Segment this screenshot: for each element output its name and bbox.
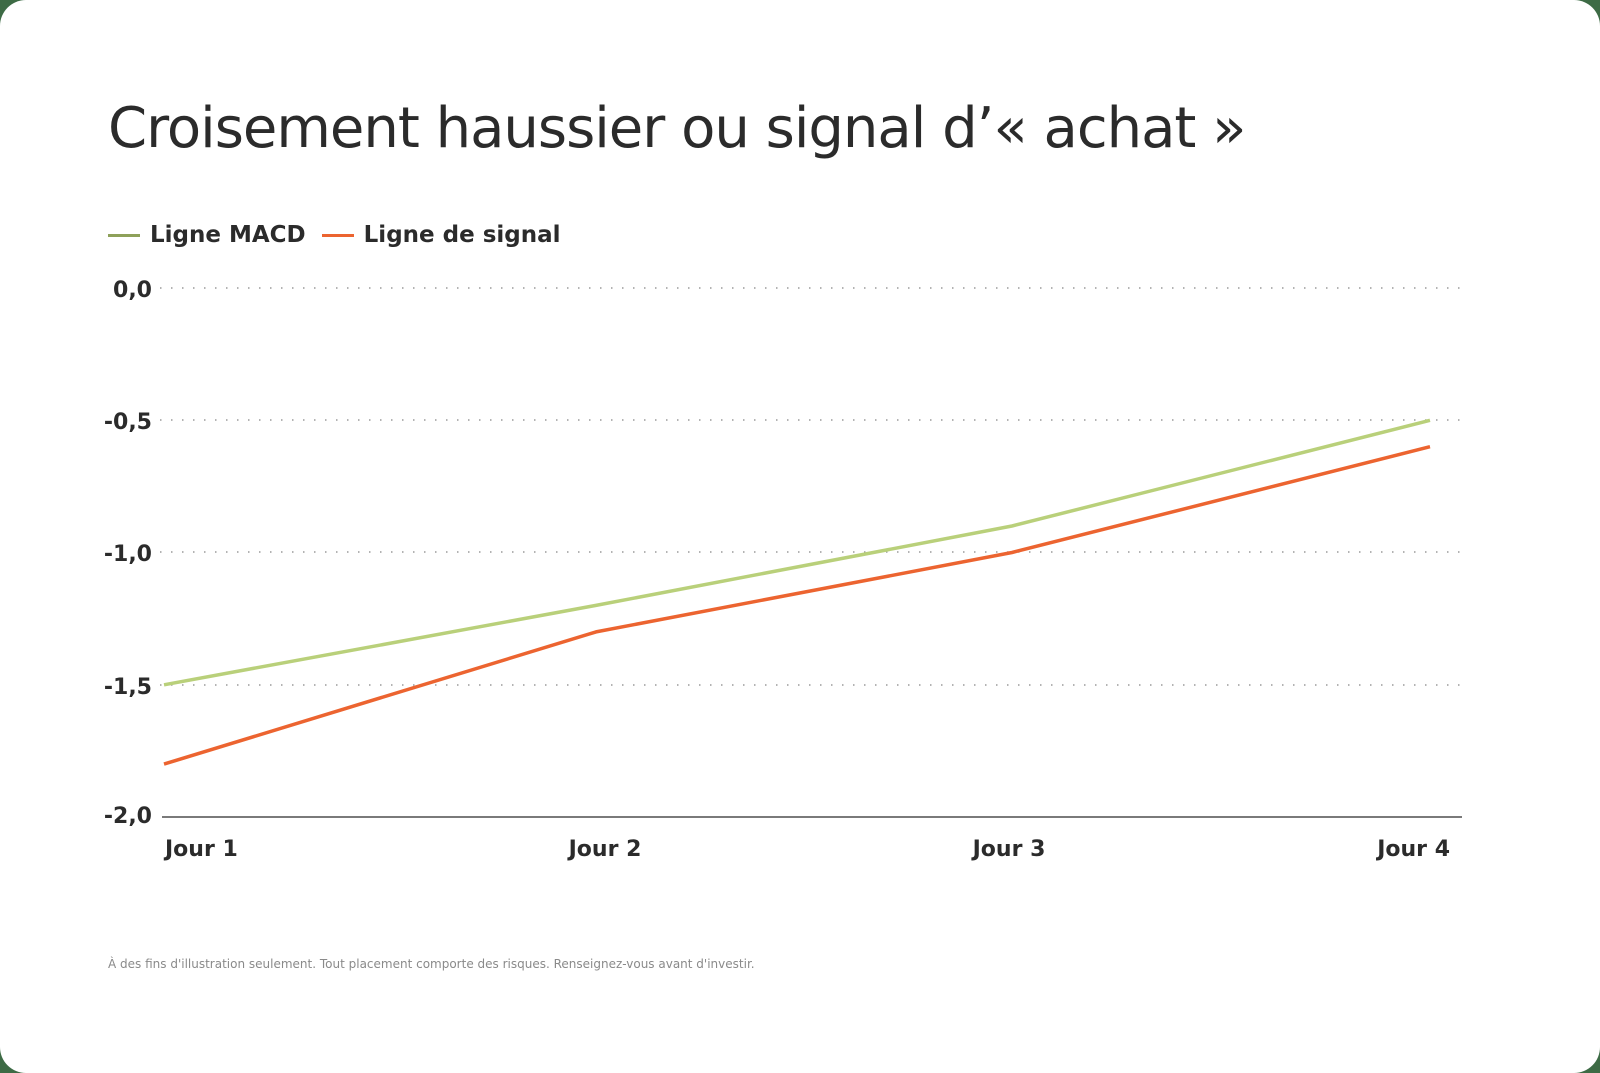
x-tick-0: Jour 1 — [163, 837, 238, 862]
x-axis-labels: Jour 1 Jour 2 Jour 3 Jour 4 — [163, 837, 1450, 862]
y-tick-0: 0,0 — [113, 278, 152, 303]
y-tick-4: -2,0 — [104, 804, 152, 829]
y-axis-labels: 0,0 -0,5 -1,0 -1,5 -2,0 — [104, 278, 152, 829]
legend-item-signal: Ligne de signal — [321, 222, 561, 248]
y-tick-1: -0,5 — [104, 410, 152, 435]
disclaimer: À des fins d'illustration seulement. Tou… — [108, 957, 755, 971]
signal-line — [163, 445, 1431, 766]
legend-label-macd: Ligne MACD — [150, 222, 306, 248]
y-gridlines — [160, 287, 1462, 818]
y-tick-3: -1,5 — [104, 675, 152, 700]
macd-line — [163, 418, 1431, 687]
legend: Ligne MACD Ligne de signal — [108, 222, 577, 248]
y-tick-2: -1,0 — [104, 542, 152, 567]
chart-title: Croisement haussier ou signal d’« achat … — [108, 96, 1246, 161]
x-tick-1: Jour 2 — [567, 837, 642, 862]
macd-swatch-icon — [108, 233, 140, 237]
legend-label-signal: Ligne de signal — [363, 222, 561, 248]
x-tick-2: Jour 3 — [971, 837, 1046, 862]
x-tick-3: Jour 4 — [1375, 837, 1450, 862]
legend-item-macd: Ligne MACD — [108, 222, 306, 248]
signal-swatch-icon — [321, 233, 354, 237]
